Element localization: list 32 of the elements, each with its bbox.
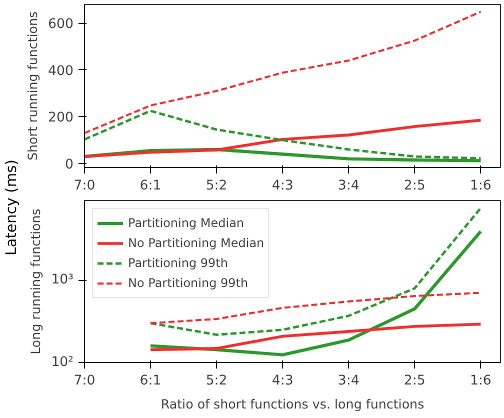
- legend-label: No Partitioning Median: [128, 236, 264, 250]
- line-series: [84, 118, 482, 158]
- x-tick-label: 3:4: [338, 374, 360, 388]
- x-tick-label: 2:5: [404, 374, 426, 388]
- y-tick-label: 0: [65, 158, 74, 173]
- x-tick-label: 3:4: [338, 178, 360, 194]
- x-tick-label: 5:2: [206, 178, 228, 194]
- x-tick-label: 1:6: [470, 374, 492, 388]
- x-axis-title: Ratio of short functions vs. long functions: [160, 396, 424, 412]
- text: Latency (ms): [3, 160, 20, 256]
- y-axis-title: Short running functions: [25, 11, 40, 161]
- y-tick-label: 400: [48, 64, 74, 79]
- x-tick-label: 6:1: [140, 178, 162, 194]
- x-tick-label: 1:6: [470, 178, 492, 194]
- x-tick-label: 6:1: [140, 374, 162, 388]
- x-tick-label: 4:3: [272, 178, 294, 194]
- line-series: [150, 292, 482, 324]
- x-tick-label: 2:5: [404, 178, 426, 194]
- x-tick-label: 4:3: [272, 374, 294, 388]
- y-tick-label: 10²: [51, 355, 74, 370]
- line-series: [84, 10, 482, 134]
- x-tick-label: 7:0: [74, 178, 96, 194]
- x-tick-label: 5:2: [206, 374, 228, 388]
- line-series: [149, 322, 482, 352]
- legend-label: Partitioning 99th: [128, 256, 228, 270]
- y-axis-title: Long running functions: [28, 208, 44, 354]
- legend-label: Partitioning Median: [128, 216, 244, 230]
- y-tick-label: 200: [48, 110, 74, 126]
- x-tick-label: 7:0: [74, 374, 96, 388]
- y-tick-label: 10³: [51, 272, 74, 288]
- y-tick-label: 600: [48, 17, 74, 32]
- legend-label: No Partitioning 99th: [128, 276, 248, 290]
